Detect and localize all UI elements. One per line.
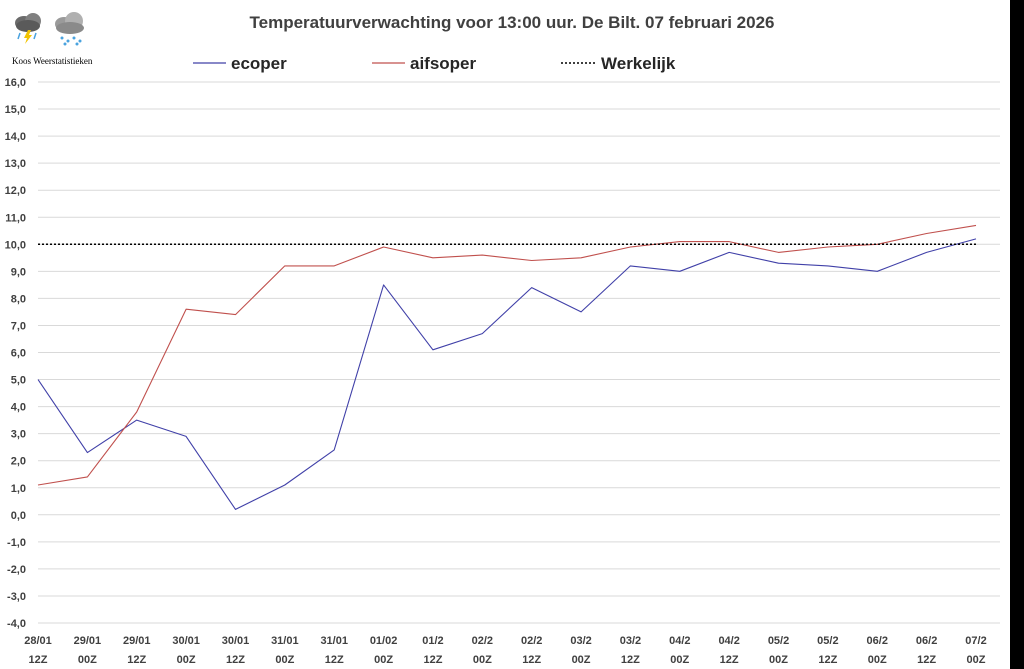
x-tick-label: 29/01 [74, 635, 102, 647]
y-tick-label: -2,0 [7, 564, 26, 576]
y-tick-label: 5,0 [11, 375, 26, 387]
x-tick-label: 06/2 [916, 635, 937, 647]
y-tick-label: 11,0 [5, 212, 26, 224]
y-tick-label: 1,0 [11, 483, 26, 495]
x-tick-label: 30/01 [172, 635, 200, 647]
y-tick-label: -4,0 [7, 618, 26, 630]
y-tick-label: 8,0 [11, 293, 26, 305]
y-tick-label: 15,0 [5, 104, 26, 116]
series-line-aifsoper [37, 224, 977, 486]
x-tick-label: 12Z [325, 654, 344, 666]
x-tick-label: 00Z [670, 654, 689, 666]
y-tick-label: 7,0 [11, 320, 26, 332]
x-tick-label: 02/2 [521, 635, 542, 647]
x-tick-label: 04/2 [718, 635, 739, 647]
legend-label-werkelijk: Werkelijk [601, 54, 676, 73]
series-lines [37, 224, 977, 510]
y-tick-label: -1,0 [7, 537, 26, 549]
x-tick-label: 12Z [720, 654, 739, 666]
x-tick-label: 30/01 [222, 635, 250, 647]
y-tick-label: 16,0 [5, 77, 26, 89]
y-tick-label: 14,0 [5, 131, 26, 143]
x-tick-label: 00Z [374, 654, 393, 666]
x-tick-label: 12Z [818, 654, 837, 666]
x-tick-label: 05/2 [768, 635, 789, 647]
x-tick-label: 04/2 [669, 635, 690, 647]
x-tick-label: 12Z [621, 654, 640, 666]
x-axis-ticks: 28/01 12Z 29/01 00Z 29/01 12Z 30/01 00Z 30/01 12Z… [24, 635, 986, 666]
x-tick-label: 01/2 [422, 635, 443, 647]
x-tick-label: 00Z [967, 654, 986, 666]
x-tick-label: 05/2 [817, 635, 838, 647]
series-line-ecoper [37, 238, 977, 510]
x-tick-label: 12Z [522, 654, 541, 666]
x-tick-label: 12Z [917, 654, 936, 666]
x-tick-label: 06/2 [867, 635, 888, 647]
y-tick-label: 3,0 [11, 429, 26, 441]
brand-label: Koos Weerstatistieken [12, 56, 93, 66]
x-tick-label: 29/01 [123, 635, 151, 647]
x-tick-label: 01/02 [370, 635, 398, 647]
x-tick-label: 07/2 [965, 635, 986, 647]
legend-label-ecoper: ecoper [231, 54, 287, 73]
y-tick-label: -3,0 [7, 591, 26, 603]
x-tick-label: 00Z [868, 654, 887, 666]
y-tick-label: 4,0 [11, 402, 26, 414]
y-axis-ticks: -4,0 -3,0 -2,0 -1,0 0,0 1,0 2,0 3,0 4,0 5,0 6,0 7,0… [5, 77, 26, 630]
x-tick-label: 00Z [275, 654, 294, 666]
y-tick-label: 9,0 [11, 266, 26, 278]
x-tick-label: 00Z [473, 654, 492, 666]
x-tick-label: 12Z [226, 654, 245, 666]
y-tick-label: 0,0 [11, 510, 26, 522]
gridlines [38, 81, 1000, 624]
chart-title: Temperatuurverwachting voor 13:00 uur. D… [250, 13, 775, 32]
x-tick-label: 28/01 [24, 635, 52, 647]
thunderstorm-cloud-icon [15, 13, 41, 44]
y-tick-label: 13,0 [5, 158, 26, 170]
x-tick-label: 12Z [29, 654, 48, 666]
x-tick-label: 00Z [78, 654, 97, 666]
x-tick-label: 00Z [572, 654, 591, 666]
x-tick-label: 03/2 [570, 635, 591, 647]
rain-cloud-icon [55, 12, 84, 46]
legend: ecoper aifsoper Werkelijk [193, 54, 676, 73]
x-tick-label: 02/2 [472, 635, 493, 647]
x-tick-label: 00Z [177, 654, 196, 666]
x-tick-label: 31/01 [320, 635, 348, 647]
y-tick-label: 6,0 [11, 348, 26, 360]
y-tick-label: 10,0 [5, 239, 26, 251]
x-tick-label: 12Z [127, 654, 146, 666]
x-tick-label: 00Z [769, 654, 788, 666]
legend-label-aifsoper: aifsoper [410, 54, 477, 73]
y-tick-label: 2,0 [11, 456, 26, 468]
x-tick-label: 31/01 [271, 635, 299, 647]
x-tick-label: 12Z [423, 654, 442, 666]
y-tick-label: 12,0 [5, 185, 26, 197]
x-tick-label: 03/2 [620, 635, 641, 647]
